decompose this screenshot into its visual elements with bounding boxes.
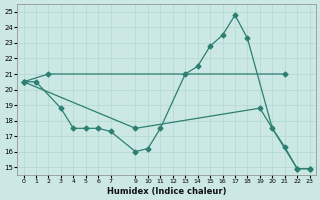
X-axis label: Humidex (Indice chaleur): Humidex (Indice chaleur) <box>107 187 226 196</box>
